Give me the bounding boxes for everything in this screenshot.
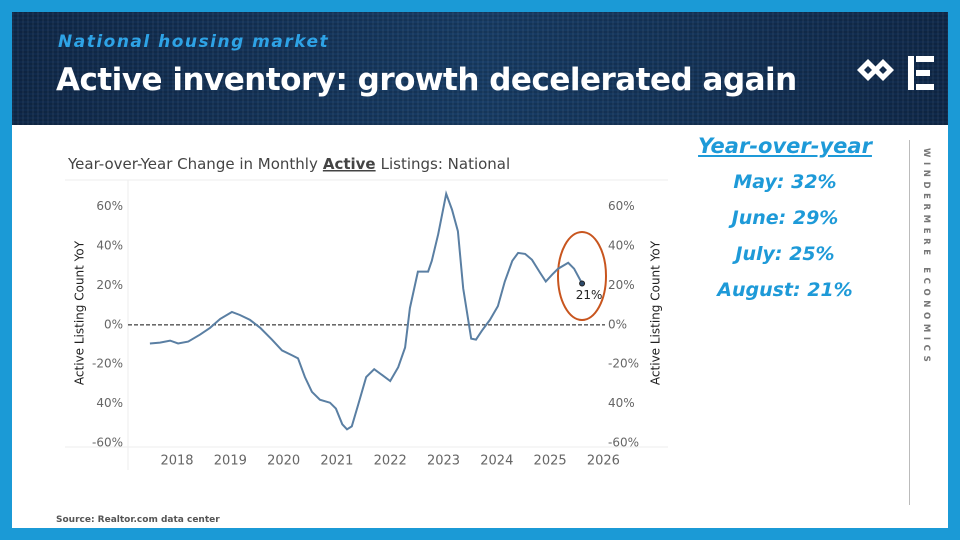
logo <box>857 56 934 90</box>
sidebar: Year-over-year May: 32% June: 29% July: … <box>690 134 880 308</box>
y2-tick-label: 60% <box>608 199 635 213</box>
x-tick-label: 2024 <box>480 454 513 469</box>
y-tick-label: 20% <box>96 278 123 292</box>
line <box>149 190 583 431</box>
y2-tick-label: -20% <box>608 357 639 371</box>
sidebar-item: May: 32% <box>733 171 837 193</box>
logo-mark <box>857 59 879 81</box>
x-tick-label: 2022 <box>374 454 407 469</box>
chart-title: Year-over-Year Change in Monthly Active Li… <box>67 155 510 173</box>
logo-bar <box>916 70 930 76</box>
y-tick-label: -20% <box>92 357 123 371</box>
logo-bar <box>916 84 934 90</box>
y2-tick-label: 40% <box>608 239 635 253</box>
x-tick-label: 2026 <box>587 454 620 469</box>
x-tick-label: 2018 <box>160 454 193 469</box>
chart-title-part: Year-over-Year Change in Monthly <box>67 155 318 173</box>
highlight-ellipse <box>557 231 607 321</box>
sidebar-item: July: 25% <box>735 243 835 265</box>
y-tick-label: -60% <box>92 436 123 450</box>
y-axis-label: Active Listing Count YoY <box>73 240 87 385</box>
x-tick-label: 2019 <box>214 454 247 469</box>
chart-title-part: Listings: National <box>381 155 511 173</box>
y2-tick-label: 20% <box>608 278 635 292</box>
y-tick-label: 0% <box>104 317 123 331</box>
logo-bar <box>908 56 914 90</box>
annotation-point <box>579 280 586 287</box>
sidebar-item: August: 21% <box>717 279 853 301</box>
divider <box>909 140 910 505</box>
source: Source: Realtor.com data center <box>56 515 220 525</box>
x-tick-label: 2021 <box>320 454 353 469</box>
logo-mark <box>872 59 894 81</box>
y2-tick-label: -60% <box>608 436 639 450</box>
title: Active inventory: growth decelerated aga… <box>56 62 797 98</box>
annotation-label: 21% <box>576 288 603 302</box>
chart-title-part: Active <box>323 155 376 173</box>
y-tick-label: 40% <box>96 239 123 253</box>
x-tick-label: 2023 <box>427 454 460 469</box>
y2-tick-label: 40% <box>608 396 635 410</box>
sidebar-item: June: 29% <box>731 207 839 229</box>
brand: WINDERMERE ECONOMICS <box>921 148 931 367</box>
x-tick-label: 2025 <box>534 454 567 469</box>
header: National housing market Active inventory… <box>12 12 948 125</box>
sidebar-heading: Year-over-year <box>698 134 872 158</box>
y2-tick-label: 0% <box>608 317 627 331</box>
y-tick-label: 40% <box>96 396 123 410</box>
y2-axis-label: Active Listing Count YoY <box>649 240 663 385</box>
subtitle: National housing market <box>58 32 330 52</box>
logo-bar <box>916 56 934 62</box>
x-tick-label: 2020 <box>267 454 300 469</box>
y-tick-label: 60% <box>96 199 123 213</box>
